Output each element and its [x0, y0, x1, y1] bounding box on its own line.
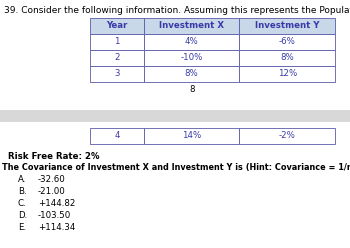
- Bar: [239, 66, 335, 82]
- Text: 1: 1: [114, 37, 120, 47]
- Bar: [90, 50, 144, 66]
- Text: 8%: 8%: [185, 69, 198, 79]
- Text: A.: A.: [18, 175, 26, 184]
- Text: 8%: 8%: [280, 54, 294, 62]
- Bar: [239, 18, 335, 34]
- Text: -21.00: -21.00: [38, 187, 66, 196]
- Bar: [90, 128, 144, 144]
- Text: 4%: 4%: [185, 37, 198, 47]
- Text: +114.34: +114.34: [38, 223, 75, 232]
- Text: -103.50: -103.50: [38, 211, 71, 220]
- Bar: [239, 34, 335, 50]
- Text: 12%: 12%: [278, 69, 297, 79]
- Bar: [144, 128, 239, 144]
- Text: 8: 8: [189, 85, 195, 93]
- Text: +144.82: +144.82: [38, 199, 75, 208]
- Bar: [90, 34, 144, 50]
- Bar: [90, 18, 144, 34]
- Bar: [144, 66, 239, 82]
- Text: 14%: 14%: [182, 131, 201, 141]
- Text: 4: 4: [114, 131, 120, 141]
- Text: 39. Consider the following information. Assuming this represents the Population.: 39. Consider the following information. …: [4, 6, 350, 15]
- Text: C.: C.: [18, 199, 27, 208]
- Text: Investment Y: Investment Y: [255, 22, 320, 31]
- Text: -6%: -6%: [279, 37, 296, 47]
- Bar: [90, 66, 144, 82]
- Text: -10%: -10%: [181, 54, 203, 62]
- Bar: [144, 18, 239, 34]
- Text: Risk Free Rate: 2%: Risk Free Rate: 2%: [8, 152, 99, 161]
- Bar: [0, 110, 350, 122]
- Text: D.: D.: [18, 211, 27, 220]
- Bar: [144, 34, 239, 50]
- Text: 2: 2: [114, 54, 120, 62]
- Text: B.: B.: [18, 187, 27, 196]
- Bar: [239, 128, 335, 144]
- Text: 3: 3: [114, 69, 120, 79]
- Bar: [239, 50, 335, 66]
- Bar: [144, 50, 239, 66]
- Text: The Covariance of Investment X and Investment Y is (Hint: Covariance = 1/nΣ(xi –: The Covariance of Investment X and Inves…: [2, 163, 350, 172]
- Text: -2%: -2%: [279, 131, 296, 141]
- Text: -32.60: -32.60: [38, 175, 66, 184]
- Text: Investment X: Investment X: [159, 22, 224, 31]
- Text: Year: Year: [106, 22, 128, 31]
- Text: E.: E.: [18, 223, 26, 232]
